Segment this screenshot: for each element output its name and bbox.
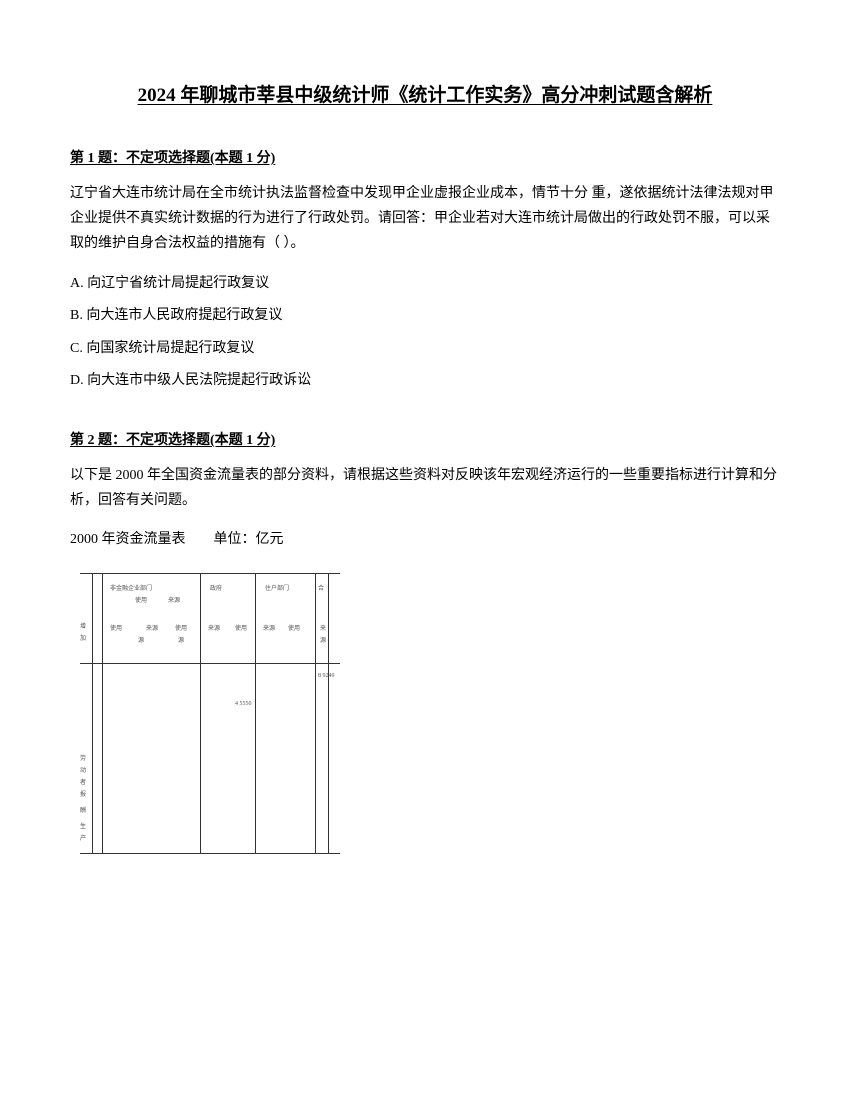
q2-header: 第 2 题：不定项选择题(本题 1 分): [70, 429, 780, 449]
table-cell: 非金融企业部门: [110, 583, 152, 592]
table-cell: 源: [320, 635, 326, 644]
table-cell: 4 5550: [235, 701, 252, 707]
table-cell: 来源: [208, 623, 220, 632]
q1-body: 辽宁省大连市统计局在全市统计执法监督检查中发现甲企业虚报企业成本，情节十分 重，…: [70, 181, 780, 257]
table-cell: 政府: [210, 583, 222, 592]
table-cell: 来: [320, 623, 326, 632]
table-cell: 使用: [110, 623, 122, 632]
table-cell: 报: [80, 789, 86, 798]
q1-option-b: B. 向大连市人民政府提起行政复议: [70, 303, 780, 330]
table-vline: [328, 573, 329, 853]
table-cell: 动: [80, 765, 86, 774]
table-cell: 产: [80, 833, 86, 842]
table-cell: 8 9249: [318, 673, 335, 679]
table-cell: 使用: [235, 623, 247, 632]
table-hline: [80, 663, 340, 664]
table-cell: 合: [318, 583, 324, 592]
question-2: 第 2 题：不定项选择题(本题 1 分) 以下是 2000 年全国资金流量表的部…: [70, 429, 780, 853]
table-cell: 来源: [168, 595, 180, 604]
q2-note: 2000 年资金流量表 单位：亿元: [70, 527, 780, 552]
table-cell: 住户部门: [265, 583, 289, 592]
table-cell: 使用: [135, 595, 147, 604]
q2-body: 以下是 2000 年全国资金流量表的部分资料，请根据这些资料对反映该年宏观经济运…: [70, 463, 780, 513]
q1-option-a: A. 向辽宁省统计局提起行政复议: [70, 271, 780, 298]
table-vline: [102, 573, 103, 853]
table-vline: [315, 573, 316, 853]
table-cell: 使用: [288, 623, 300, 632]
table-cell: 使用: [175, 623, 187, 632]
table-vline: [255, 573, 256, 853]
table-cell: 来源: [263, 623, 275, 632]
q1-header: 第 1 题：不定项选择题(本题 1 分): [70, 147, 780, 167]
question-1: 第 1 题：不定项选择题(本题 1 分) 辽宁省大连市统计局在全市统计执法监督检…: [70, 147, 780, 395]
table-cell: 增: [80, 621, 86, 630]
table-cell: 加: [80, 633, 86, 642]
table-cell: 酬: [80, 805, 86, 814]
table-cell: 者: [80, 777, 86, 786]
table-cell: 来源: [146, 623, 158, 632]
table-hline: [80, 853, 340, 854]
table-cell: 源: [178, 635, 184, 644]
table-cell: 生: [80, 821, 86, 830]
table-cell: 源: [138, 635, 144, 644]
table-cell: 劳: [80, 753, 86, 762]
table-hline: [80, 573, 340, 574]
table-vline: [200, 573, 201, 853]
fund-flow-table: 非金融企业部门政府住户部门合使用来源增加使用来源使用来源使用来源使用来源源源8 …: [80, 573, 340, 853]
q1-option-c: C. 向国家统计局提起行政复议: [70, 336, 780, 363]
q1-option-d: D. 向大连市中级人民法院提起行政诉讼: [70, 368, 780, 395]
table-vline: [92, 573, 93, 853]
page-title: 2024 年聊城市莘县中级统计师《统计工作实务》高分冲刺试题含解析: [70, 80, 780, 107]
